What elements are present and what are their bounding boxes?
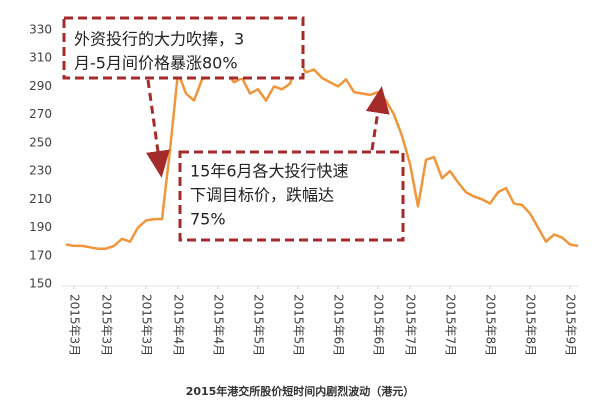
y-tick-label: 230 — [29, 164, 52, 178]
annotation-text: 15年6月各大投行快速 — [190, 162, 349, 181]
y-tick-label: 250 — [29, 135, 52, 149]
arrow — [365, 86, 390, 151]
x-tick-label: 2015年5月 — [292, 294, 306, 356]
data-line — [65, 59, 579, 250]
x-tick-label: 2015年9月 — [564, 294, 578, 356]
arrow — [146, 79, 170, 178]
y-tick-label: 290 — [29, 79, 52, 93]
x-tick-label: 2015年3月 — [140, 294, 154, 356]
y-tick-label: 330 — [29, 23, 52, 37]
y-tick-label: 310 — [29, 51, 52, 65]
annotation-text: 75% — [190, 210, 226, 229]
x-tick-label: 2015年7月 — [404, 294, 418, 356]
x-tick-label: 2015年3月 — [100, 294, 114, 356]
caption: 2015年港交所股价短时间内剧烈波动（港元） — [186, 384, 415, 398]
annotation-box — [62, 16, 305, 80]
x-tick-label: 2015年6月 — [372, 294, 386, 356]
x-tick-label: 2015年7月 — [444, 294, 458, 356]
annotation-text: 外资投行的大力吹捧，3 — [74, 30, 244, 49]
x-tick-label: 2015年8月 — [484, 294, 498, 356]
y-tick-label: 170 — [29, 248, 52, 262]
annotation-text: 月-5月间价格暴涨80% — [74, 54, 238, 73]
x-tick-label: 2015年4月 — [212, 294, 226, 356]
x-tick-label: 2015年4月 — [172, 294, 186, 356]
y-tick-label: 270 — [29, 107, 52, 121]
x-tick-label: 2015年3月 — [68, 294, 82, 356]
x-tick-label: 2015年8月 — [524, 294, 538, 356]
annotation-text: 下调目标价，跌幅达 — [190, 186, 334, 205]
x-tick-label: 2015年5月 — [252, 294, 266, 356]
x-tick-label: 2015年6月 — [332, 294, 346, 356]
annotation-box — [178, 150, 405, 242]
y-tick-label: 150 — [29, 277, 52, 291]
y-tick-label: 210 — [29, 192, 52, 206]
y-tick-label: 190 — [29, 220, 52, 234]
